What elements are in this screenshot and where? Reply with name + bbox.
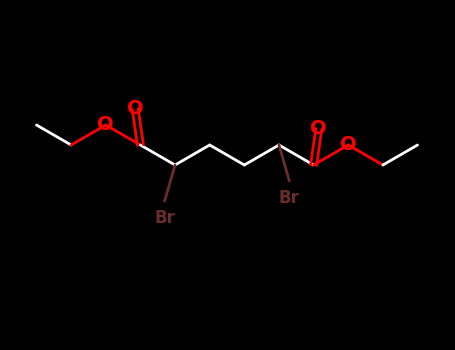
Text: O: O	[127, 99, 143, 119]
Text: Br: Br	[154, 209, 175, 227]
Text: O: O	[97, 116, 114, 134]
Text: Br: Br	[279, 189, 300, 207]
Text: O: O	[340, 135, 357, 154]
Text: O: O	[310, 119, 327, 139]
